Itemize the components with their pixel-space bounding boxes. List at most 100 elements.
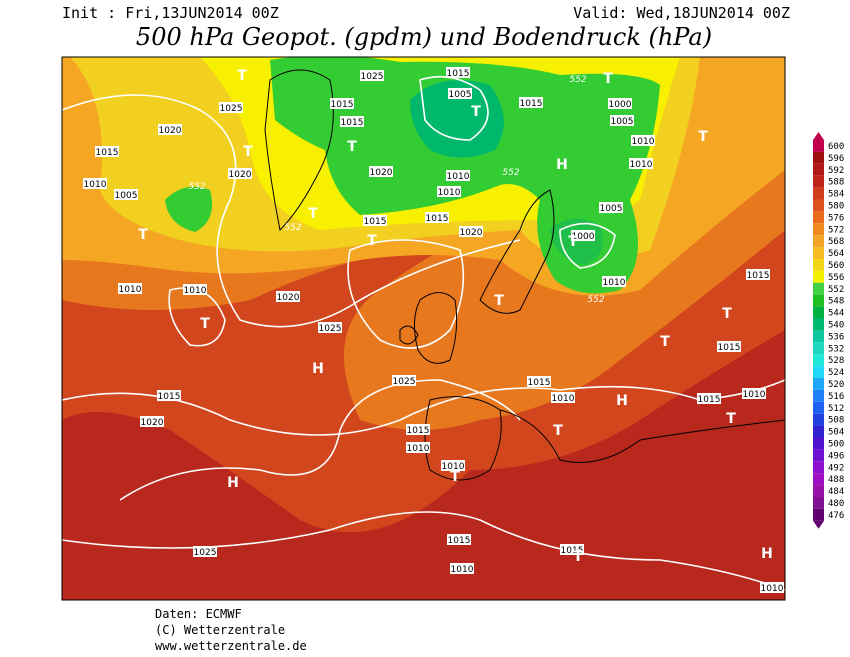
legend-swatch	[813, 437, 824, 450]
label-box	[448, 88, 472, 99]
isobar-label: 1015	[561, 546, 584, 556]
legend-swatch	[813, 306, 824, 319]
isobar-label: 1010	[451, 565, 474, 575]
label-box	[406, 424, 430, 435]
label-box	[114, 189, 138, 200]
pressure-center: T	[603, 71, 613, 87]
legend-level: 564	[828, 249, 844, 259]
label-box	[446, 67, 470, 78]
isobar-label: 1010	[84, 180, 107, 190]
legend-swatch	[813, 175, 824, 188]
isobar-label: 1010	[407, 444, 430, 454]
legend-level: 536	[828, 332, 844, 342]
footer-line: www.wetterzentrale.de	[155, 639, 307, 653]
isobar-label: 1015	[698, 395, 721, 405]
label-box	[425, 212, 449, 223]
isobar-label: 1010	[630, 160, 653, 170]
legend-level: 584	[828, 190, 844, 200]
isobar-label: 1020	[460, 228, 483, 238]
label-box	[83, 178, 107, 189]
isobar-label: 1015	[447, 69, 470, 79]
legend-swatch	[813, 199, 824, 212]
map: 1025 1015 1005 1015 1015 1015 1000 1005 1010 1010…	[61, 56, 786, 601]
pressure-center: T	[237, 68, 247, 84]
legend-level: 600	[828, 142, 844, 152]
pressure-center: T	[698, 129, 708, 145]
legend-level: 596	[828, 154, 844, 164]
contour-label: 552	[587, 295, 604, 305]
legend-level: 508	[828, 416, 844, 426]
label-box	[610, 115, 634, 126]
legend-swatch	[813, 342, 824, 355]
label-box	[446, 170, 470, 181]
pressure-center: T	[450, 469, 460, 485]
legend-level: 560	[828, 261, 844, 271]
pressure-center: H	[227, 475, 239, 491]
label-box	[631, 135, 655, 146]
isobar-label: 1010	[447, 172, 470, 182]
label-box	[140, 416, 164, 427]
label-box	[629, 158, 653, 169]
label-box	[157, 390, 181, 401]
legend-level: 516	[828, 392, 844, 402]
pressure-center: T	[138, 227, 148, 243]
legend-level: 548	[828, 297, 844, 307]
label-box	[450, 563, 474, 574]
label-box	[193, 546, 217, 557]
isobar-label: 1020	[141, 418, 164, 428]
legend-level: 588	[828, 178, 844, 188]
legend-level: 484	[828, 487, 844, 497]
isobar-label: 1000	[572, 232, 595, 242]
pressure-center: H	[761, 546, 773, 562]
legend-swatch	[813, 318, 824, 331]
legend-swatch	[813, 270, 824, 283]
legend-swatch	[813, 425, 824, 438]
legend-swatch	[813, 449, 824, 462]
label-box	[697, 393, 721, 404]
legend-swatch	[813, 485, 824, 497]
legend-swatch	[813, 330, 824, 343]
pressure-center: T	[553, 423, 563, 439]
pressure-center: T	[308, 206, 318, 222]
label-box	[519, 97, 543, 108]
isobar-label: 1010	[743, 390, 766, 400]
legend-level: 488	[828, 475, 844, 485]
pressure-center: T	[200, 316, 210, 332]
legend-swatch	[813, 366, 824, 378]
legend-swatch	[813, 294, 824, 307]
footer-line: Daten: ECMWF	[155, 607, 242, 621]
legend-swatch	[813, 413, 824, 426]
label-box	[330, 98, 354, 109]
label-box	[363, 215, 387, 226]
label-box	[441, 460, 465, 471]
pressure-center: H	[616, 393, 628, 409]
label-box	[118, 283, 142, 294]
label-box	[560, 544, 584, 555]
legend-level: 552	[828, 285, 844, 295]
label-box	[158, 124, 182, 135]
label-box	[527, 376, 551, 387]
legend-swatch	[813, 401, 824, 414]
isobar-label: 1015	[158, 392, 181, 402]
label-box	[599, 202, 623, 213]
legend-swatch	[813, 461, 824, 474]
isobar-label: 1025	[220, 104, 243, 114]
isobar-label: 1015	[331, 100, 354, 110]
label-box	[447, 534, 471, 545]
legend-level: 540	[828, 321, 844, 331]
legend-swatch	[813, 473, 824, 486]
init-time: Init : Fri,13JUN2014 00Z	[62, 4, 279, 22]
pressure-center: T	[660, 334, 670, 350]
legend-swatch	[813, 508, 824, 521]
legend-level: 504	[828, 428, 844, 438]
legend-level: 524	[828, 368, 844, 378]
legend-swatch	[813, 354, 824, 367]
isobar-label: 1020	[370, 168, 393, 178]
legend-swatch	[813, 163, 824, 176]
isobar-label: 1010	[442, 462, 465, 472]
isobar-label: 1010	[119, 285, 142, 295]
label-box	[742, 388, 766, 399]
valid-time: Valid: Wed,18JUN2014 00Z	[573, 4, 790, 22]
